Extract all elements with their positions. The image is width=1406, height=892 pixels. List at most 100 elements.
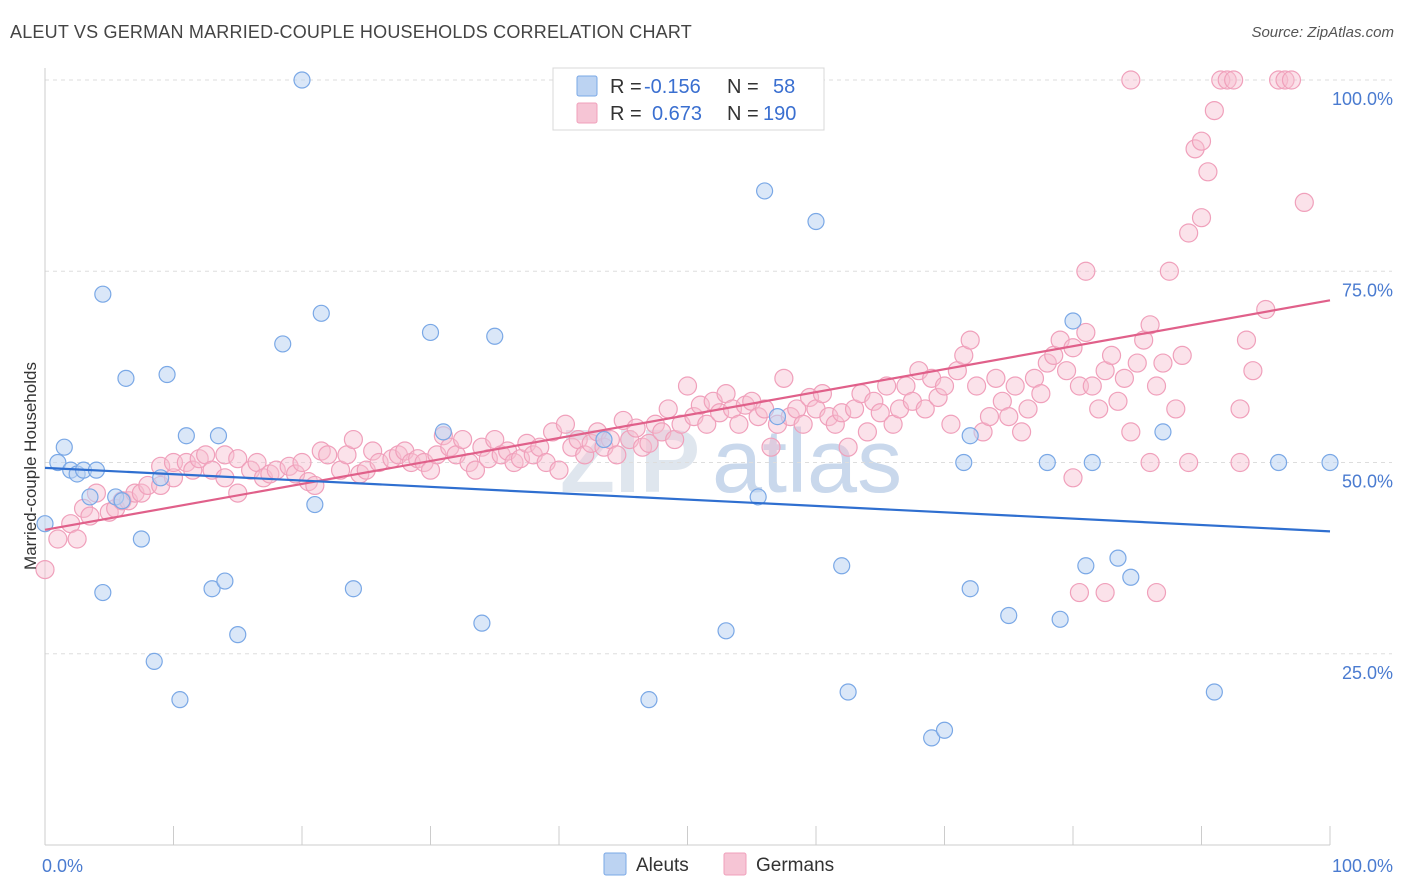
aleuts-point: [486, 327, 504, 345]
germans-point: [999, 407, 1019, 427]
germans-point: [748, 407, 768, 427]
trend-lines: [44, 299, 1331, 533]
aleuts-point: [961, 427, 979, 445]
germans-point: [369, 452, 389, 473]
legend-top: R = -0.156 N = 58 R = 0.673 N = 190: [552, 67, 825, 131]
y-tick-label: 50.0%: [1342, 472, 1393, 492]
aleuts-point: [132, 530, 150, 548]
aleuts-point: [839, 683, 857, 701]
germans-point: [465, 460, 486, 480]
legend-aleuts-swatch: [576, 75, 598, 97]
germans-point: [607, 445, 627, 465]
aleuts-point: [1000, 606, 1018, 625]
germans-point: [1179, 223, 1199, 243]
aleuts-point: [1077, 557, 1095, 575]
aleuts-point: [36, 515, 54, 533]
germans-point: [1146, 376, 1167, 396]
legend-bottom-germans-swatch: [723, 852, 747, 876]
germans-point: [1114, 368, 1135, 388]
germans-points: [35, 70, 1314, 603]
aleuts-trend-line: [44, 466, 1331, 533]
germans-point: [453, 429, 473, 450]
germans-point: [677, 376, 698, 396]
germans-point: [1191, 131, 1212, 151]
grid-lines: [45, 79, 1392, 655]
germans-point: [934, 376, 955, 396]
germans-point: [1230, 452, 1250, 473]
germans-point: [639, 433, 659, 453]
germans-point: [626, 418, 646, 438]
germans-point: [1191, 208, 1212, 228]
germans-point: [877, 376, 897, 396]
germans-point: [1198, 162, 1218, 182]
germans-point: [1140, 452, 1160, 473]
germans-point: [575, 445, 595, 465]
germans-point: [986, 368, 1006, 388]
aleuts-point: [49, 453, 67, 472]
germans-point: [1108, 391, 1128, 411]
germans-point: [363, 441, 383, 461]
aleuts-point: [117, 369, 135, 387]
germans-point: [1159, 261, 1179, 281]
germans-point: [292, 452, 312, 473]
aleuts-point: [807, 212, 825, 231]
legend-row2-n-label: N =: [727, 103, 759, 125]
germans-point: [1275, 70, 1295, 90]
aleuts-point: [935, 721, 954, 739]
aleuts-point: [293, 71, 311, 89]
germans-point: [979, 407, 1000, 427]
aleuts-point: [113, 492, 131, 510]
germans-point: [832, 403, 852, 423]
y-tick-label: 75.0%: [1342, 280, 1393, 300]
germans-point: [690, 395, 710, 415]
legend-germans-swatch: [576, 102, 598, 124]
germans-point: [1243, 361, 1263, 381]
aleuts-point: [833, 557, 851, 575]
germans-point: [941, 414, 961, 434]
aleuts-point: [768, 408, 787, 426]
germans-point: [825, 414, 845, 434]
germans-point: [812, 384, 833, 404]
germans-point: [729, 414, 749, 434]
legend-row1-r-label: R =: [610, 76, 642, 98]
germans-point: [1031, 384, 1051, 404]
legend-row2-r-label: R =: [610, 103, 642, 125]
aleuts-point: [1321, 453, 1339, 472]
legend-row1-n-label: N =: [727, 76, 759, 98]
chart-source: Source: ZipAtlas.com: [1251, 24, 1394, 41]
germans-point: [228, 483, 248, 503]
germans-point: [1011, 422, 1032, 442]
germans-point: [1121, 70, 1141, 90]
germans-point: [857, 422, 878, 442]
aleuts-point: [1083, 453, 1101, 472]
aleuts-point: [177, 427, 195, 445]
aleuts-point: [158, 365, 176, 384]
aleuts-point: [209, 427, 228, 445]
germans-point: [1236, 330, 1257, 350]
legend-row2-r-value: 0.673: [652, 103, 702, 125]
aleuts-point: [434, 423, 452, 441]
germans-point: [838, 437, 858, 457]
germans-point: [928, 387, 948, 408]
germans-point: [697, 414, 717, 434]
germans-point: [1056, 361, 1077, 381]
aleuts-point: [1109, 549, 1127, 567]
germans-point: [967, 376, 987, 396]
germans-point: [131, 483, 151, 503]
germans-point: [35, 559, 55, 580]
legend-row2-n-value: 190: [763, 103, 796, 125]
germans-point: [1146, 582, 1167, 603]
germans-point: [1121, 422, 1141, 442]
aleuts-point: [171, 691, 189, 709]
germans-point: [1101, 345, 1122, 365]
legend-row1-n-value: 58: [773, 76, 795, 98]
germans-point: [215, 445, 235, 465]
aleuts-point: [1051, 610, 1069, 628]
aleuts-point: [229, 626, 247, 644]
germans-point: [1037, 353, 1057, 373]
germans-point: [774, 368, 794, 388]
aleuts-point: [344, 580, 362, 598]
germans-point: [1089, 399, 1109, 419]
aleuts-point: [640, 691, 658, 709]
aleuts-point: [421, 323, 440, 342]
